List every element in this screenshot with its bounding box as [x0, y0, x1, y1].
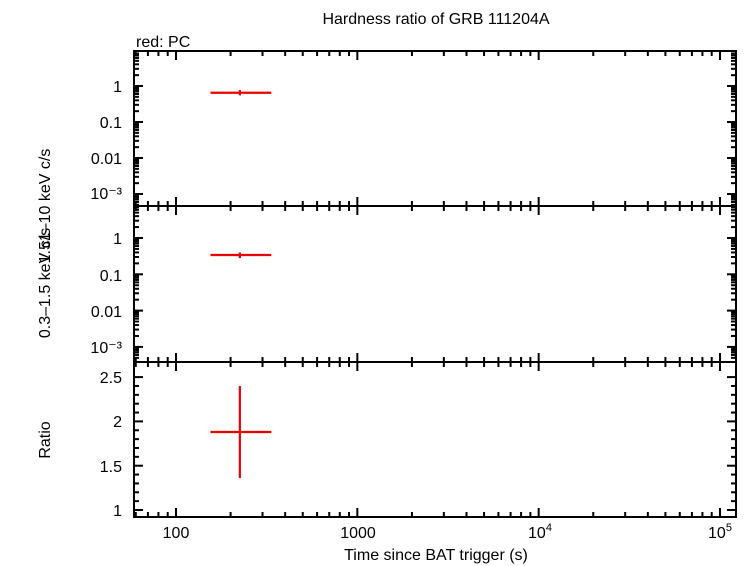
panel-soft-ytick-labels: 1 0.1 0.01 10⁻³ — [90, 231, 122, 357]
panel-ratio-ytick-labels: 1 1.5 2 2.5 — [100, 370, 122, 520]
x-tick-label-1000: 1000 — [340, 525, 376, 542]
x-tick-label-100: 100 — [163, 525, 190, 542]
panel-hard-ytick-labels: 1 0.1 0.01 10⁻³ — [90, 79, 122, 203]
ytick-soft-1: 1 — [113, 231, 122, 248]
x-tick-label-1e5: 105 — [708, 522, 732, 542]
chart-title: Hardness ratio of GRB 111204A — [322, 11, 549, 28]
ytick-hard-1e-3: 10⁻³ — [90, 186, 122, 203]
ytick-soft-1e-3: 10⁻³ — [90, 340, 122, 357]
x-tick-label-1e4: 104 — [528, 522, 552, 542]
ytick-ratio-1: 1 — [113, 503, 122, 520]
ytick-ratio-2.5: 2.5 — [100, 370, 122, 387]
ytick-ratio-2: 2 — [113, 414, 122, 431]
ytick-soft-0.01: 0.01 — [91, 304, 122, 321]
ytick-ratio-1.5: 1.5 — [100, 459, 122, 476]
ytick-soft-0.1: 0.1 — [100, 268, 122, 285]
panel-frame-2 — [133, 361, 737, 518]
legend-label: red: PC — [136, 34, 190, 51]
y-axis-label-hard: 1.51–10 keV c/s — [37, 149, 54, 264]
plot-layer — [133, 50, 737, 518]
panel-frame-1 — [133, 205, 737, 363]
panel-frame-0 — [133, 50, 737, 207]
x-axis-label: Time since BAT trigger (s) — [344, 547, 528, 564]
ytick-hard-0.1: 0.1 — [100, 115, 122, 132]
y-axis-label-soft: 0.3–1.5 keV c/s — [37, 228, 54, 338]
y-axis-label-ratio: Ratio — [37, 421, 54, 458]
ytick-hard-0.01: 0.01 — [91, 151, 122, 168]
ytick-hard-1: 1 — [113, 79, 122, 96]
